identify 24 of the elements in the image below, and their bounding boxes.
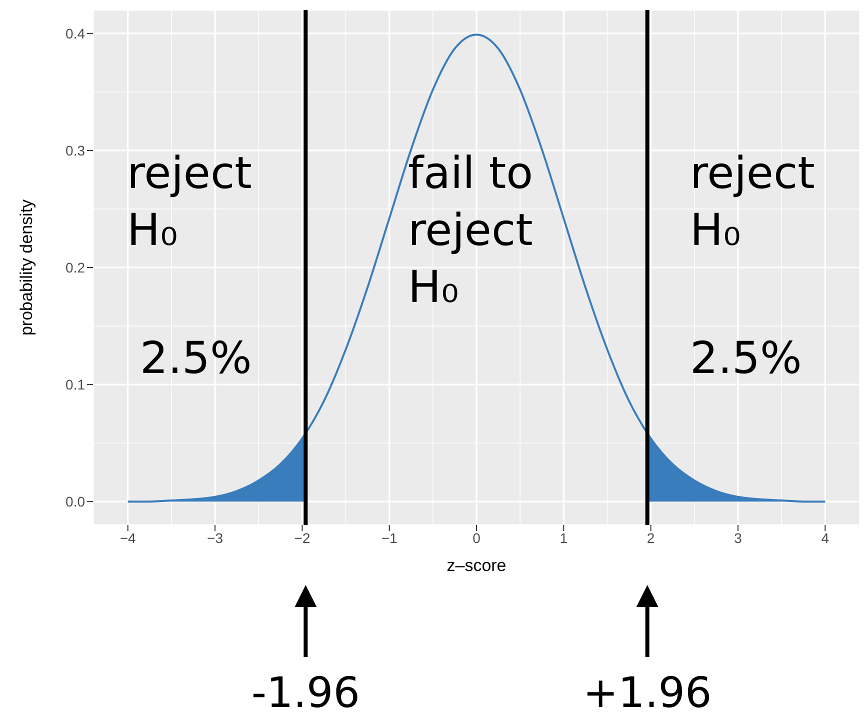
y-tick-label: 0.3 xyxy=(66,142,86,158)
annotation: reject H₀ xyxy=(127,147,252,258)
y-tick-label: 0.0 xyxy=(66,494,86,510)
x-tick-label: 2 xyxy=(646,530,655,546)
annotation: fail to reject H₀ xyxy=(408,147,534,315)
x-tick-label: 1 xyxy=(560,530,568,546)
x-tick-label: −3 xyxy=(207,530,224,546)
annotation: reject H₀ xyxy=(690,147,815,258)
y-tick-label: 0.2 xyxy=(66,259,86,276)
x-tick-label: 0 xyxy=(472,530,481,546)
text: +1.96 xyxy=(582,668,712,717)
x-tick-label: 4 xyxy=(821,530,830,546)
y-tick-label: 0.4 xyxy=(66,25,86,42)
x-tick-label: 3 xyxy=(734,530,742,546)
line-series xyxy=(126,34,826,503)
x-tick-label: −2 xyxy=(294,530,310,546)
y-tick-label: 0.1 xyxy=(66,376,86,393)
y-axis-title: probability density xyxy=(17,198,36,336)
text: -1.96 xyxy=(251,668,360,717)
x-axis-title: z–score xyxy=(446,556,506,575)
x-tick-label: −4 xyxy=(120,530,136,546)
annotation: 2.5% xyxy=(140,332,252,386)
annotation: 2.5% xyxy=(690,332,802,386)
x-tick-label: −1 xyxy=(381,530,398,546)
